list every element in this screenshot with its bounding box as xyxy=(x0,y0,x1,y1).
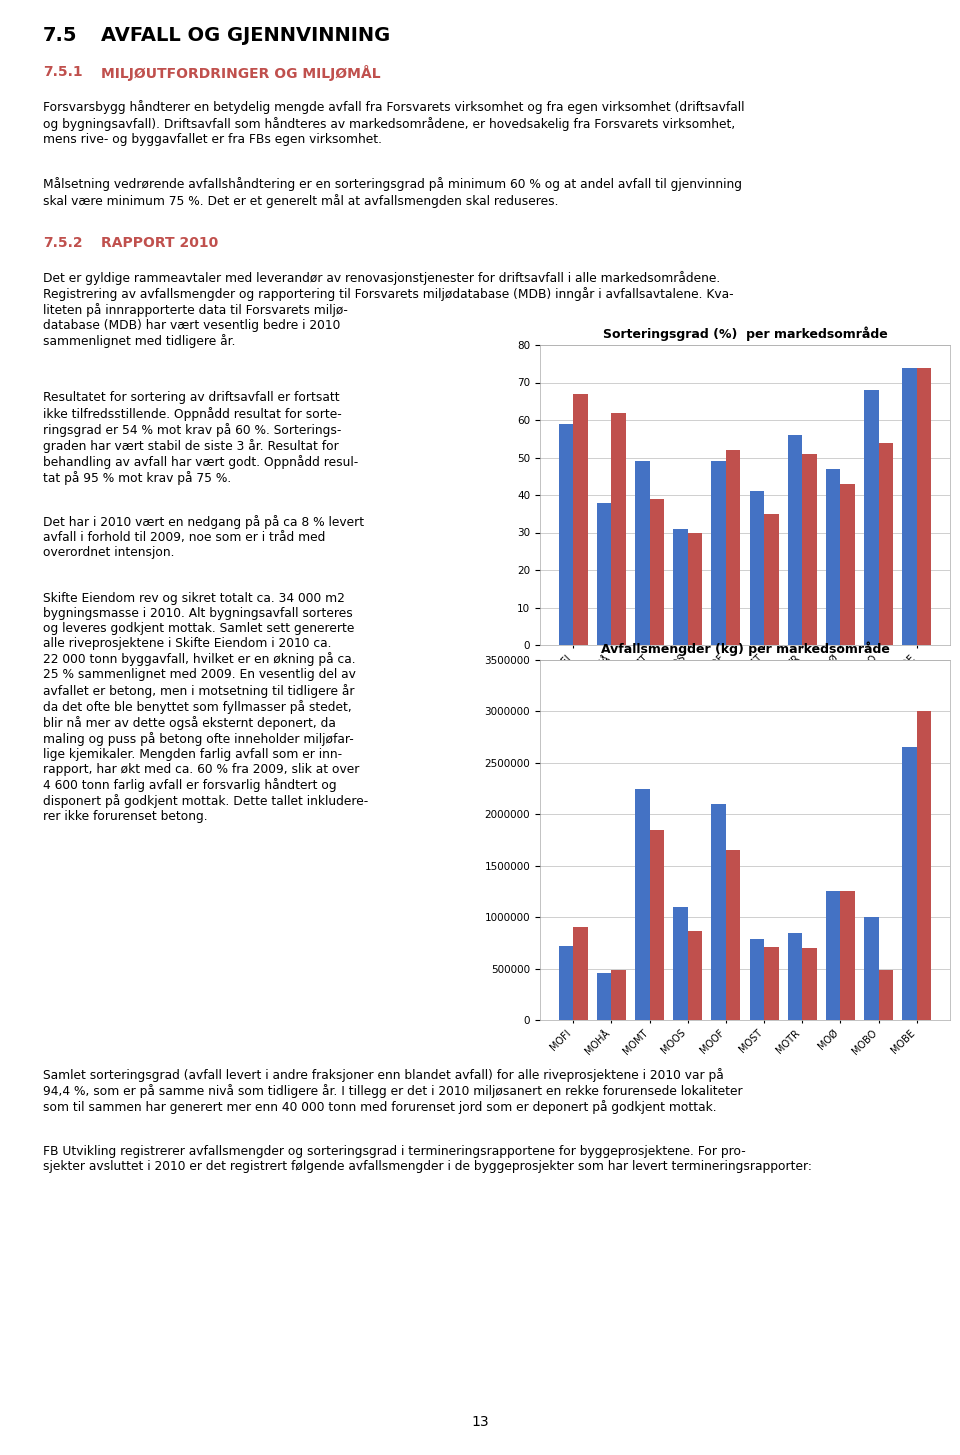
Bar xyxy=(803,949,817,1020)
Bar xyxy=(650,499,664,645)
Bar xyxy=(764,947,779,1020)
Bar xyxy=(750,492,764,645)
Bar xyxy=(826,892,840,1020)
Bar xyxy=(764,514,779,645)
Text: 7.5.2: 7.5.2 xyxy=(43,236,83,250)
Legend: 2009, 2010: 2009, 2010 xyxy=(958,345,960,383)
Text: Skifte Eiendom rev og sikret totalt ca. 34 000 m2
bygningsmasse i 2010. Alt bygn: Skifte Eiendom rev og sikret totalt ca. … xyxy=(43,592,369,824)
Bar xyxy=(750,938,764,1020)
Bar xyxy=(635,461,650,645)
Bar xyxy=(864,390,878,645)
Text: MILJØUTFORDRINGER OG MILJØMÅL: MILJØUTFORDRINGER OG MILJØMÅL xyxy=(101,65,380,81)
Bar xyxy=(826,469,840,645)
Text: Resultatet for sortering av driftsavfall er fortsatt
ikke tilfredsstillende. Opp: Resultatet for sortering av driftsavfall… xyxy=(43,391,358,485)
Bar xyxy=(612,413,626,645)
Bar xyxy=(673,528,687,645)
Bar xyxy=(902,748,917,1020)
Bar xyxy=(573,927,588,1020)
Bar xyxy=(803,454,817,645)
Text: Det er gyldige rammeavtaler med leverandør av renovasjonstjenester for driftsavf: Det er gyldige rammeavtaler med leverand… xyxy=(43,271,733,348)
Bar xyxy=(788,435,803,645)
Bar xyxy=(840,483,855,645)
Bar xyxy=(612,969,626,1020)
Text: Målsetning vedrørende avfallshåndtering er en sorteringsgrad på minimum 60 % og : Målsetning vedrørende avfallshåndtering … xyxy=(43,178,742,208)
Bar xyxy=(559,423,573,645)
Text: 7.5.1: 7.5.1 xyxy=(43,65,83,80)
Text: 13: 13 xyxy=(471,1414,489,1429)
Legend: 2009, 2010: 2009, 2010 xyxy=(958,661,960,698)
Bar xyxy=(788,933,803,1020)
Bar xyxy=(917,368,931,645)
Title: Sorteringsgrad (%)  per markedsområde: Sorteringsgrad (%) per markedsområde xyxy=(603,326,887,340)
Bar xyxy=(650,829,664,1020)
Text: AVFALL OG GJENNVINNING: AVFALL OG GJENNVINNING xyxy=(101,26,390,45)
Text: Det har i 2010 vært en nedgang på på ca 8 % levert
avfall i forhold til 2009, no: Det har i 2010 vært en nedgang på på ca … xyxy=(43,515,365,559)
Bar xyxy=(864,917,878,1020)
Bar xyxy=(902,368,917,645)
Bar xyxy=(726,850,740,1020)
Bar xyxy=(840,892,855,1020)
Title: Avfallsmengder (kg) per markedsområde: Avfallsmengder (kg) per markedsområde xyxy=(601,642,889,656)
Bar xyxy=(711,461,726,645)
Text: Forsvarsbygg håndterer en betydelig mengde avfall fra Forsvarets virksomhet og f: Forsvarsbygg håndterer en betydelig meng… xyxy=(43,100,745,146)
Bar xyxy=(726,450,740,645)
Bar xyxy=(878,969,893,1020)
Bar xyxy=(573,394,588,645)
Text: 7.5: 7.5 xyxy=(43,26,78,45)
Bar xyxy=(597,973,612,1020)
Bar xyxy=(878,442,893,645)
Text: Samlet sorteringsgrad (avfall levert i andre fraksjoner enn blandet avfall) for : Samlet sorteringsgrad (avfall levert i a… xyxy=(43,1068,743,1115)
Bar xyxy=(687,931,702,1020)
Text: RAPPORT 2010: RAPPORT 2010 xyxy=(101,236,218,250)
Text: FB Utvikling registrerer avfallsmengder og sorteringsgrad i termineringsrapporte: FB Utvikling registrerer avfallsmengder … xyxy=(43,1145,812,1173)
Bar xyxy=(635,789,650,1020)
Bar xyxy=(559,946,573,1020)
Bar xyxy=(917,711,931,1020)
Bar xyxy=(673,906,687,1020)
Bar xyxy=(711,805,726,1020)
Bar xyxy=(687,533,702,645)
Bar xyxy=(597,502,612,645)
